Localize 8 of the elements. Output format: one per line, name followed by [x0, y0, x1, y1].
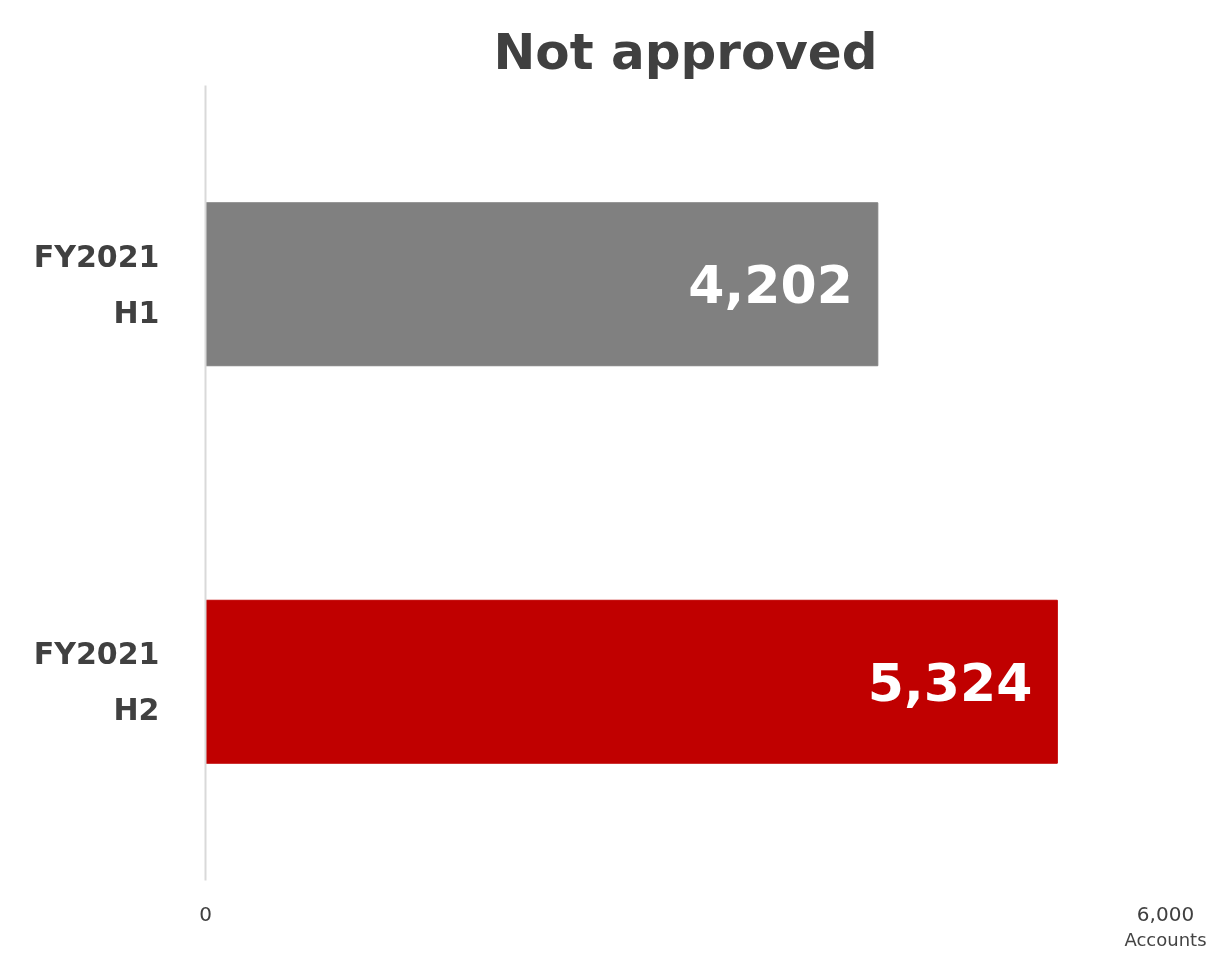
- y-tick-label: FY2021 H2: [33, 636, 160, 728]
- x-axis-title: Accounts: [1124, 928, 1207, 950]
- y-tick-label: FY2021 H1: [33, 238, 160, 330]
- x-tick-label: 6,000: [1136, 901, 1195, 926]
- data-label: 4,202: [688, 255, 853, 316]
- x-tick-label: 0: [199, 901, 212, 926]
- data-label: 5,324: [867, 652, 1033, 713]
- chart-title: Not approved: [493, 22, 878, 81]
